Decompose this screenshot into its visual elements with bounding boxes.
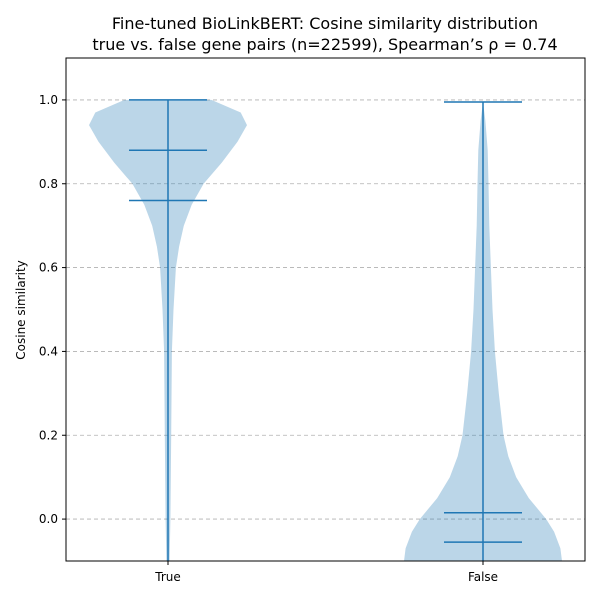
y-tick-label: 0.6 <box>39 261 58 275</box>
plot-frame <box>65 57 586 562</box>
y-tick-label: 1.0 <box>39 93 58 107</box>
y-tick-label: 0.2 <box>39 428 58 442</box>
y-tick-label: 0.8 <box>39 177 58 191</box>
x-tick-label-false: False <box>468 570 498 584</box>
violins <box>89 99 562 562</box>
y-tick-label: 0.4 <box>39 344 58 358</box>
chart-title-line1: Fine-tuned BioLinkBERT: Cosine similarit… <box>112 14 538 33</box>
y-axis-label: Cosine similarity <box>14 260 28 359</box>
y-axis-ticks: 0.0 0.2 0.4 0.6 0.8 1.0 <box>39 93 66 526</box>
chart-title-line2: true vs. false gene pairs (n=22599), Spe… <box>92 35 557 54</box>
x-axis-ticks: True False <box>154 561 498 584</box>
y-tick-label: 0.0 <box>39 512 58 526</box>
x-tick-label-true: True <box>154 570 181 584</box>
